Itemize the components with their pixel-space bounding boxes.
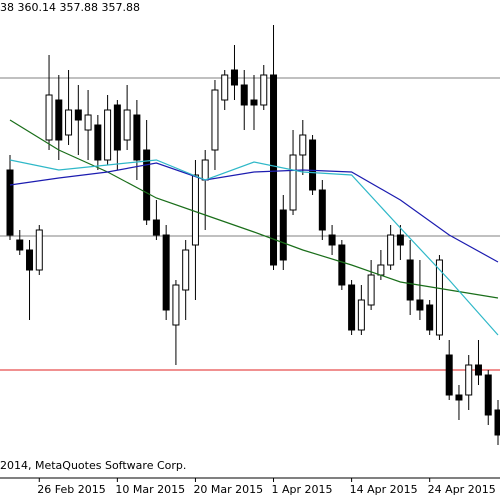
candle-body bbox=[162, 234, 170, 311]
candle-body bbox=[338, 244, 346, 286]
candle-body bbox=[484, 374, 492, 416]
candle-body bbox=[416, 299, 424, 311]
candle-body bbox=[191, 174, 199, 246]
moving-average bbox=[9, 162, 499, 263]
candle-body bbox=[328, 234, 336, 246]
candle-body bbox=[113, 104, 121, 151]
x-tick-label: 20 Mar 2015 bbox=[193, 483, 263, 496]
candle-body bbox=[152, 219, 160, 236]
candle-body bbox=[426, 304, 434, 331]
candle-body bbox=[35, 229, 43, 271]
copyright: 2014, MetaQuotes Software Corp. bbox=[0, 459, 186, 472]
candle-body bbox=[270, 74, 278, 266]
candle-body bbox=[299, 134, 307, 156]
candle-body bbox=[230, 69, 238, 86]
header-text: 38 360.14 357.88 357.88 bbox=[0, 1, 140, 14]
candle-body bbox=[201, 159, 209, 181]
candle-body bbox=[84, 114, 92, 131]
candle-body bbox=[406, 259, 414, 301]
candle-body bbox=[357, 299, 365, 331]
candle-body bbox=[377, 264, 385, 276]
candle-body bbox=[182, 249, 190, 291]
candle-body bbox=[318, 189, 326, 231]
candle-body bbox=[123, 109, 131, 141]
candle-body bbox=[211, 89, 219, 151]
candle-body bbox=[104, 109, 112, 161]
candle-body bbox=[396, 234, 404, 246]
candle-body bbox=[133, 114, 141, 161]
candle-body bbox=[94, 124, 102, 161]
candle-body bbox=[250, 99, 258, 106]
plot bbox=[0, 25, 500, 445]
candle-body bbox=[474, 364, 482, 376]
moving-average bbox=[9, 119, 499, 299]
candle-body bbox=[494, 409, 500, 436]
x-tick-label: 10 Mar 2015 bbox=[115, 483, 185, 496]
x-tick-label: 26 Feb 2015 bbox=[37, 483, 105, 496]
candle-body bbox=[221, 74, 229, 101]
candle-body bbox=[6, 169, 14, 236]
candle-body bbox=[74, 109, 82, 121]
candle-body bbox=[348, 284, 356, 331]
candle-body bbox=[26, 249, 34, 271]
candle-body bbox=[309, 139, 317, 191]
candle-body bbox=[172, 284, 180, 326]
candle-body bbox=[455, 394, 463, 401]
candle-body bbox=[45, 94, 53, 141]
candle-body bbox=[435, 259, 443, 336]
candle-body bbox=[279, 209, 287, 261]
candle-body bbox=[465, 364, 473, 396]
candle-body bbox=[55, 99, 63, 141]
candle-body bbox=[65, 109, 73, 136]
candle-body bbox=[289, 154, 297, 211]
candle-body bbox=[367, 274, 375, 306]
x-tick-label: 14 Apr 2015 bbox=[350, 483, 418, 496]
candle-body bbox=[387, 234, 395, 266]
candle-body bbox=[143, 149, 151, 221]
x-tick-label: 1 Apr 2015 bbox=[272, 483, 333, 496]
moving-average bbox=[9, 159, 499, 336]
x-tick-label: 24 Apr 2015 bbox=[428, 483, 496, 496]
candle-body bbox=[445, 354, 453, 396]
candle-body bbox=[260, 74, 268, 106]
candle-body bbox=[16, 239, 24, 251]
candle-body bbox=[240, 84, 248, 106]
